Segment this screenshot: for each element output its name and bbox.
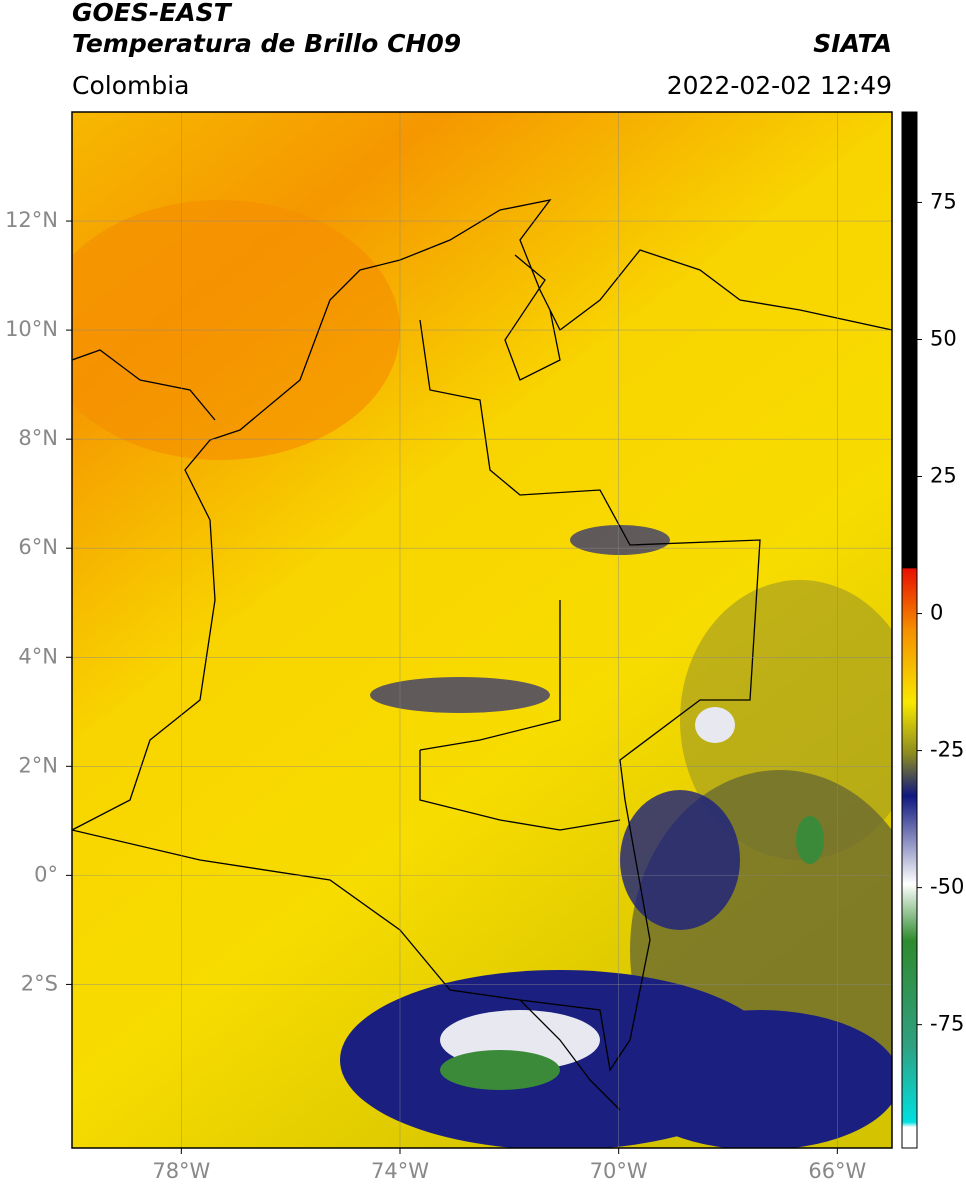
cloud-area — [620, 790, 740, 930]
colorbar-tick-label: -25 — [930, 738, 964, 762]
colorbar-tick-label: 25 — [930, 464, 957, 488]
y-tick-label: 0° — [34, 862, 58, 886]
y-tick-label: 6°N — [18, 535, 58, 559]
region: Colombia — [72, 71, 189, 100]
colorbar-tick-label: -75 — [930, 1012, 964, 1036]
colorbar-tick-label: -50 — [930, 875, 964, 899]
colorbar-tick-label: 0 — [930, 601, 943, 625]
y-tick-label: 10°N — [5, 317, 58, 341]
y-tick-label: 2°N — [18, 753, 58, 777]
cloud-core — [695, 707, 735, 743]
x-tick-label: 66°W — [808, 1159, 866, 1183]
title: GOES-EAST — [72, 0, 233, 27]
colorbar-tick-label: 50 — [930, 326, 957, 350]
x-tick-label: 74°W — [371, 1159, 429, 1183]
map-image — [72, 112, 892, 1148]
cloud-area — [620, 1010, 892, 1148]
y-tick-label: 2°S — [21, 971, 58, 995]
colorbar-tick-label: 75 — [930, 189, 957, 213]
x-tick-label: 78°W — [152, 1159, 210, 1183]
datetime: 2022-02-02 12:49 — [667, 71, 892, 100]
source: SIATA — [813, 29, 892, 58]
cloud-band — [370, 677, 550, 713]
y-tick-label: 4°N — [18, 644, 58, 668]
cloud-core — [796, 816, 824, 864]
y-tick-label: 8°N — [18, 426, 58, 450]
y-tick-label: 12°N — [5, 208, 58, 232]
subtitle: Temperatura de Brillo CH09 — [72, 29, 461, 58]
colorbar — [901, 111, 918, 1149]
cloud-core — [440, 1050, 560, 1090]
cloud-band — [570, 525, 670, 555]
map-frame — [71, 111, 893, 1149]
x-tick-label: 70°W — [590, 1159, 648, 1183]
